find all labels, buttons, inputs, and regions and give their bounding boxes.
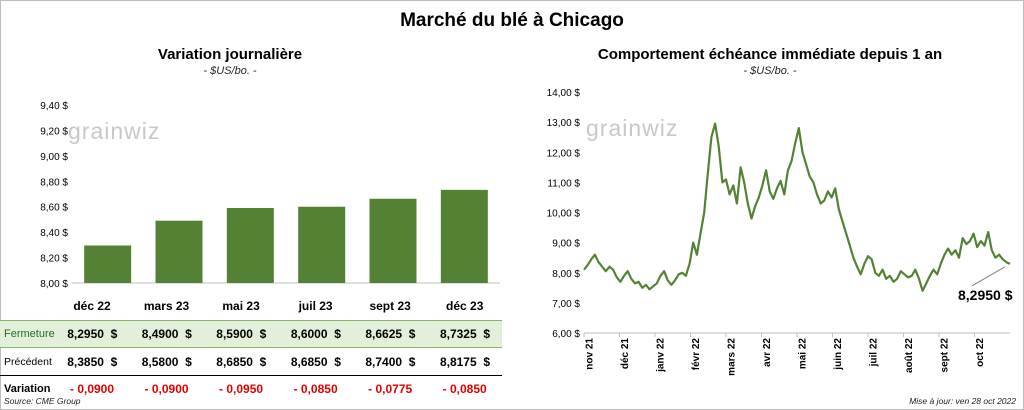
y-tick-label: 8,80 $ [40,177,68,188]
last-price-leader-line [971,266,1006,287]
y-tick-label: 8,20 $ [40,254,68,265]
column-month: mars 23 [143,299,190,313]
currency-sign: $ [110,354,118,369]
currency-sign: $ [483,327,490,341]
currency-sign: $ [259,354,267,369]
x-tick-label: janv 22 [656,338,667,373]
previous-value: 8,5800 [141,354,179,369]
price-series-line [583,122,1011,292]
close-value: 8,6000 [290,327,328,341]
x-tick-label: oct 22 [975,338,986,367]
previous-value: 8,8175 [439,354,477,369]
y-tick-label: 9,00 $ [552,239,580,250]
x-tick-label: mars 22 [727,338,738,376]
x-tick-label: déc 21 [620,338,631,370]
column-month: déc 23 [446,299,484,313]
close-value: 8,7325 [439,327,477,341]
close-value: 8,5900 [216,327,253,341]
history-line-chart: 6,00 $ 7,00 $ 8,00 $ 9,00 $ 10,00 $ 11,00 $ 12… [547,88,1011,376]
last-price-label: 8,2950 $ [958,287,1013,303]
table-header-row: déc 22 mars 23 mai 23 juil 23 sept 23 dé… [0,292,502,321]
bar [298,206,346,283]
y-tick-label: 8,00 $ [40,279,68,290]
daily-chart-title: Variation journalière [157,46,303,63]
x-tick-label: juil 22 [869,338,880,368]
x-tick-label: avr 22 [762,338,773,367]
x-tick-label: févr 22 [691,338,702,371]
row-label-previous: Précédent [0,347,55,376]
bar [226,207,274,283]
currency-sign: $ [185,354,192,369]
y-tick-label: 9,40 $ [40,101,68,112]
change-value: - 0,0775 [368,381,413,396]
change-value: - 0,0850 [442,381,487,396]
change-value: - 0,0950 [219,381,264,396]
daily-bar-chart: 8,00 $ 8,20 $ 8,40 $ 8,60 $ 8,80 $ 9,00 $ 9,20… [40,101,500,290]
table-row-change: Variation - 0,0900 - 0,0900 - 0,0950 - 0… [0,376,502,402]
x-tick-label: mai 22 [798,338,809,370]
y-tick-label: 14,00 $ [547,88,581,99]
currency-sign: $ [110,327,118,341]
x-tick-label: juin 22 [833,338,844,371]
bar [369,198,417,283]
x-tick-label: août 22 [904,338,915,373]
column-month: sept 23 [369,299,411,313]
page-title: Marché du blé à Chicago [400,10,624,31]
y-tick-label: 7,00 $ [552,299,580,310]
x-tick-label: nov 21 [585,338,596,370]
y-tick-label: 11,00 $ [547,178,580,189]
row-label-close: Fermeture [0,320,55,348]
close-value: 8,4900 [141,327,179,341]
change-value: - 0,0850 [293,381,338,396]
source-note: Source: CME Group [4,396,81,406]
previous-value: 8,6850 [216,354,253,369]
close-value: 8,2950 [67,327,104,341]
y-tick-label: 8,40 $ [40,228,68,239]
currency-sign: $ [408,354,416,369]
daily-table: déc 22 mars 23 mai 23 juil 23 sept 23 dé… [0,292,502,401]
y-tick-label: 6,00 $ [552,329,580,340]
previous-value: 8,3850 [67,354,104,369]
column-month: mai 23 [222,299,260,313]
currency-sign: $ [334,327,341,341]
currency-sign: $ [185,327,192,341]
y-tick-label: 8,60 $ [40,203,68,214]
bar [155,220,203,283]
row-label-change: Variation [4,382,51,395]
close-value: 8,6625 [365,327,403,341]
currency-sign: $ [334,354,341,369]
currency-sign: $ [483,354,490,369]
previous-value: 8,7400 [365,354,403,369]
history-chart-title: Comportement échéance immédiate depuis 1… [597,46,943,63]
daily-chart-unit: - $US/bo. - [203,65,257,77]
table-row-previous: Précédent 8,3850 $ 8,5800 $ 8,6850 $ 8,6… [0,347,502,376]
bar [84,245,132,283]
watermark-right: grainwiz [586,115,679,141]
table-row-close: Fermeture 8,2950 $ 8,4900 $ 8,5900 $ 8,6… [0,320,502,348]
x-tick-label: sept 22 [940,338,951,373]
change-value: - 0,0900 [144,381,189,396]
column-month: juil 23 [298,299,333,313]
currency-sign: $ [408,327,416,341]
previous-value: 8,6850 [290,354,328,369]
y-tick-label: 8,00 $ [552,269,580,280]
update-note: Mise à jour: ven 28 oct 2022 [909,396,1016,406]
currency-sign: $ [259,327,267,341]
column-month: déc 22 [73,299,111,313]
y-tick-label: 9,20 $ [40,126,68,137]
watermark-left: grainwiz [68,118,161,144]
y-tick-label: 13,00 $ [547,118,581,129]
y-tick-label: 9,00 $ [40,152,68,163]
change-value: - 0,0900 [69,381,115,396]
y-tick-label: 12,00 $ [547,148,581,159]
y-tick-label: 10,00 $ [547,209,581,220]
history-chart-unit: - $US/bo. - [743,65,797,77]
bar [440,189,488,283]
